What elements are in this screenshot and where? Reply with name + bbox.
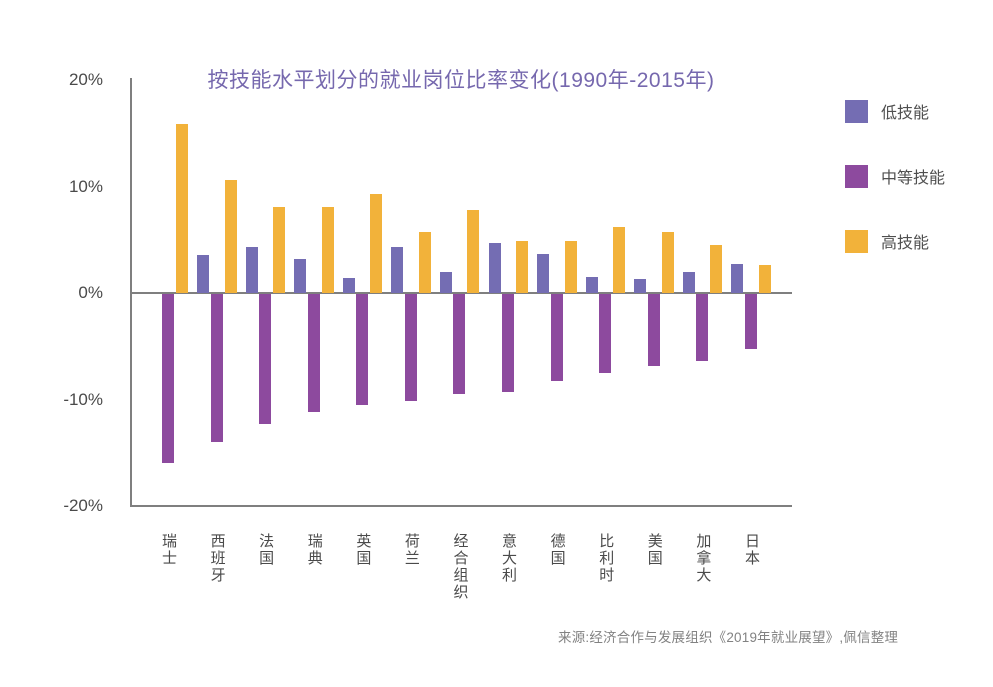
y-tick-label: -10% [63, 389, 103, 409]
bar-medium-6 [453, 294, 466, 395]
bar-high-12 [758, 265, 771, 293]
x-category-label: 荷兰 [402, 533, 420, 567]
bar-medium-8 [550, 294, 563, 382]
bar-medium-4 [356, 294, 369, 405]
x-category-label: 加拿大 [694, 533, 712, 584]
chart-title: 按技能水平划分的就业岗位比率变化(1990年-2015年) [207, 69, 715, 92]
bar-medium-1 [210, 294, 223, 443]
legend-item-label: 低技能 [881, 105, 930, 122]
bar-medium-7 [502, 294, 515, 392]
x-category-label: 美国 [645, 533, 663, 567]
bar-medium-9 [599, 294, 612, 373]
bar-medium-5 [404, 294, 417, 401]
bar-high-3 [321, 206, 334, 293]
x-category-label: 日本 [742, 533, 760, 567]
bar-high-7 [516, 240, 529, 293]
x-category-label: 比利时 [597, 533, 615, 584]
legend-item-label: 高技能 [881, 235, 930, 252]
bar-high-2 [273, 206, 286, 293]
x-category-label: 德国 [548, 533, 566, 567]
bar-low-4 [342, 278, 355, 293]
bar-high-5 [418, 232, 431, 293]
bar-low-1 [197, 254, 210, 293]
bar-high-0 [176, 123, 188, 293]
bar-medium-2 [259, 294, 272, 424]
bar-low-9 [585, 277, 598, 293]
bar-high-6 [467, 209, 480, 293]
y-tick-label: 20% [68, 70, 103, 89]
legend-swatch-high [845, 229, 868, 253]
bar-high-11 [710, 245, 723, 293]
x-category-label: 西班牙 [208, 533, 226, 584]
x-category-label: 意大利 [500, 533, 518, 584]
source-note: 来源:经济合作与发展组织《2019年就业展望》,佩信整理 [558, 630, 899, 645]
legend-item: 高技能 [845, 229, 929, 253]
y-tick-label: -20% [63, 496, 103, 515]
bar-low-6 [439, 271, 452, 293]
bar-low-12 [731, 264, 744, 293]
bar-high-9 [613, 226, 626, 293]
bar-medium-12 [744, 294, 757, 350]
legend-swatch-medium [845, 164, 868, 188]
x-category-label: 经合组织 [451, 533, 469, 601]
x-category-label: 英国 [354, 533, 372, 567]
bar-high-1 [224, 180, 237, 293]
bar-high-4 [370, 193, 383, 293]
bar-low-2 [245, 247, 258, 293]
y-tick-label: 0% [78, 283, 103, 302]
x-category-label: 法国 [257, 533, 275, 567]
bar-low-3 [294, 258, 307, 293]
legend-swatch-low [845, 99, 868, 123]
bar-low-7 [488, 242, 501, 293]
x-category-label: 瑞士 [160, 533, 177, 567]
x-category-label: 瑞典 [305, 533, 323, 567]
legend-item: 低技能 [845, 99, 929, 123]
bar-medium-3 [307, 294, 320, 413]
bar-low-5 [391, 247, 404, 293]
bar-low-8 [537, 253, 550, 293]
bar-high-8 [564, 240, 577, 293]
bar-medium-11 [696, 294, 709, 362]
bar-medium-10 [647, 294, 660, 367]
legend-item-label: 中等技能 [881, 170, 946, 187]
bar-low-11 [682, 271, 695, 293]
bar-low-10 [634, 279, 647, 293]
y-tick-label: 10% [68, 176, 103, 196]
bar-medium-0 [162, 294, 174, 464]
bar-high-10 [661, 232, 674, 293]
legend-item: 中等技能 [845, 164, 945, 188]
x-axis-line [130, 505, 792, 507]
zero-line [130, 292, 792, 294]
